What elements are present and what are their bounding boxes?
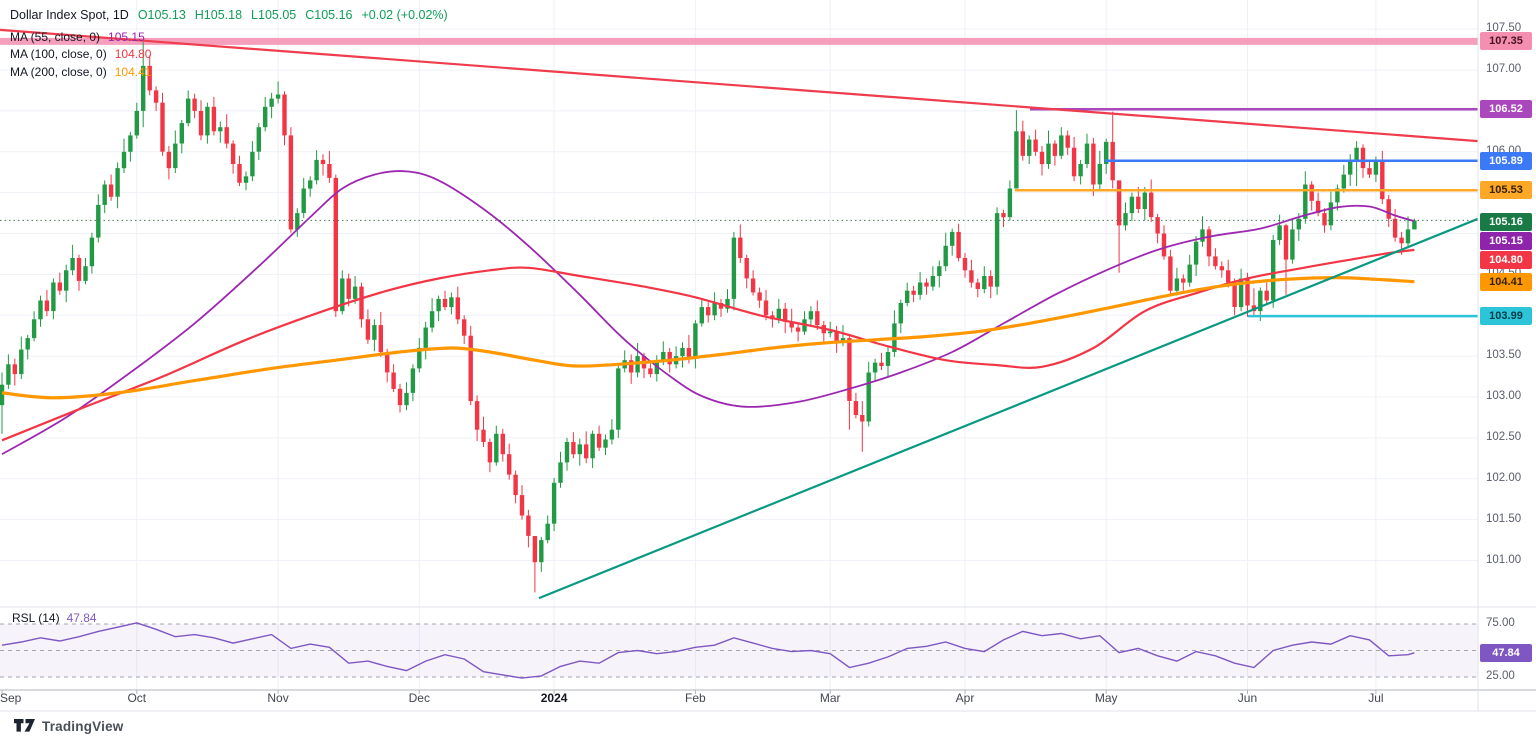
tradingview-logo-icon [14, 719, 35, 732]
price-label-104.41: 104.41 [1480, 272, 1532, 291]
price-tick: 107.50 [1484, 22, 1524, 35]
price-label-105.15: 105.15 [1480, 231, 1532, 250]
indicator-label: MA (200, close, 0) [10, 64, 107, 79]
price-tick: 107.00 [1484, 63, 1524, 75]
price-label-105.16: 105.16 [1480, 213, 1532, 231]
rsi-current-value: 47.84 [66, 611, 97, 625]
price-tick: 102.50 [1484, 430, 1524, 443]
indicator-row: MA (55, close, 0) 105.15 [10, 28, 151, 46]
price-label-105.89: 105.89 [1480, 151, 1532, 170]
indicator-label: MA (100, close, 0) [10, 47, 107, 62]
rsi-tick: 25.00 [1484, 670, 1517, 682]
tradingview-text: TradingView [42, 719, 124, 734]
month-label-Sep: Sep [0, 691, 22, 705]
price-label-106.52: 106.52 [1480, 100, 1532, 119]
indicator-row: MA (200, close, 0) 104.41 [10, 63, 151, 81]
indicator-value: 104.80 [114, 47, 152, 62]
indicator-legend: MA (55, close, 0) 105.15 MA (100, close, 0… [10, 28, 151, 81]
rsi-pane-header: RSL (14) 47.84 [12, 611, 97, 625]
indicator-value: 104.41 [114, 64, 152, 79]
month-label-Nov: Nov [267, 691, 289, 705]
month-label-Apr: Apr [955, 691, 975, 705]
tradingview-watermark: TradingView [14, 719, 123, 734]
price-tick: 103.00 [1484, 390, 1524, 402]
rsi-value-label: 47.84 [1480, 643, 1532, 662]
month-label-Dec: Dec [408, 691, 430, 705]
month-label-Feb: Feb [685, 691, 706, 705]
price-tick: 103.50 [1484, 349, 1524, 362]
change-value: +0.02 (+0.02%) [361, 8, 448, 22]
indicator-row: MA (100, close, 0) 104.80 [10, 46, 151, 64]
MA100-line [1, 248, 1415, 442]
month-label-Jun: Jun [1237, 691, 1258, 705]
month-label-Mar: Mar [819, 691, 841, 705]
rsi-line [1, 622, 1415, 679]
month-label-Jul: Jul [1368, 691, 1384, 705]
price-label-104.80: 104.80 [1480, 250, 1532, 269]
close-value: C105.16 [305, 8, 353, 22]
price-tick: 101.50 [1484, 512, 1524, 525]
candlestick-series [0, 42, 1417, 593]
price-tick: 102.00 [1484, 471, 1524, 484]
high-value: H105.18 [194, 8, 243, 22]
chart-header: Dollar Index Spot, 1D O105.13 H105.18 L1… [10, 8, 448, 22]
month-label-Oct: Oct [127, 691, 147, 705]
open-value: O105.13 [137, 8, 186, 22]
rsi-label: RSL (14) [12, 611, 60, 625]
price-label-103.99: 103.99 [1480, 307, 1532, 326]
rsi-tick: 75.00 [1484, 617, 1517, 629]
indicator-label: MA (55, close, 0) [10, 29, 101, 44]
low-value: L105.05 [251, 8, 297, 22]
MA55-line [1, 170, 1415, 455]
price-tick: 101.00 [1484, 553, 1524, 566]
indicator-value: 105.15 [108, 29, 145, 44]
month-label-2024: 2024 [540, 691, 568, 705]
symbol-title: Dollar Index Spot, 1D [10, 8, 129, 22]
MA200-line [1, 275, 1415, 400]
price-label-107.35: 107.35 [1480, 32, 1532, 51]
price-label-105.53: 105.53 [1480, 181, 1532, 200]
month-label-May: May [1094, 691, 1118, 705]
